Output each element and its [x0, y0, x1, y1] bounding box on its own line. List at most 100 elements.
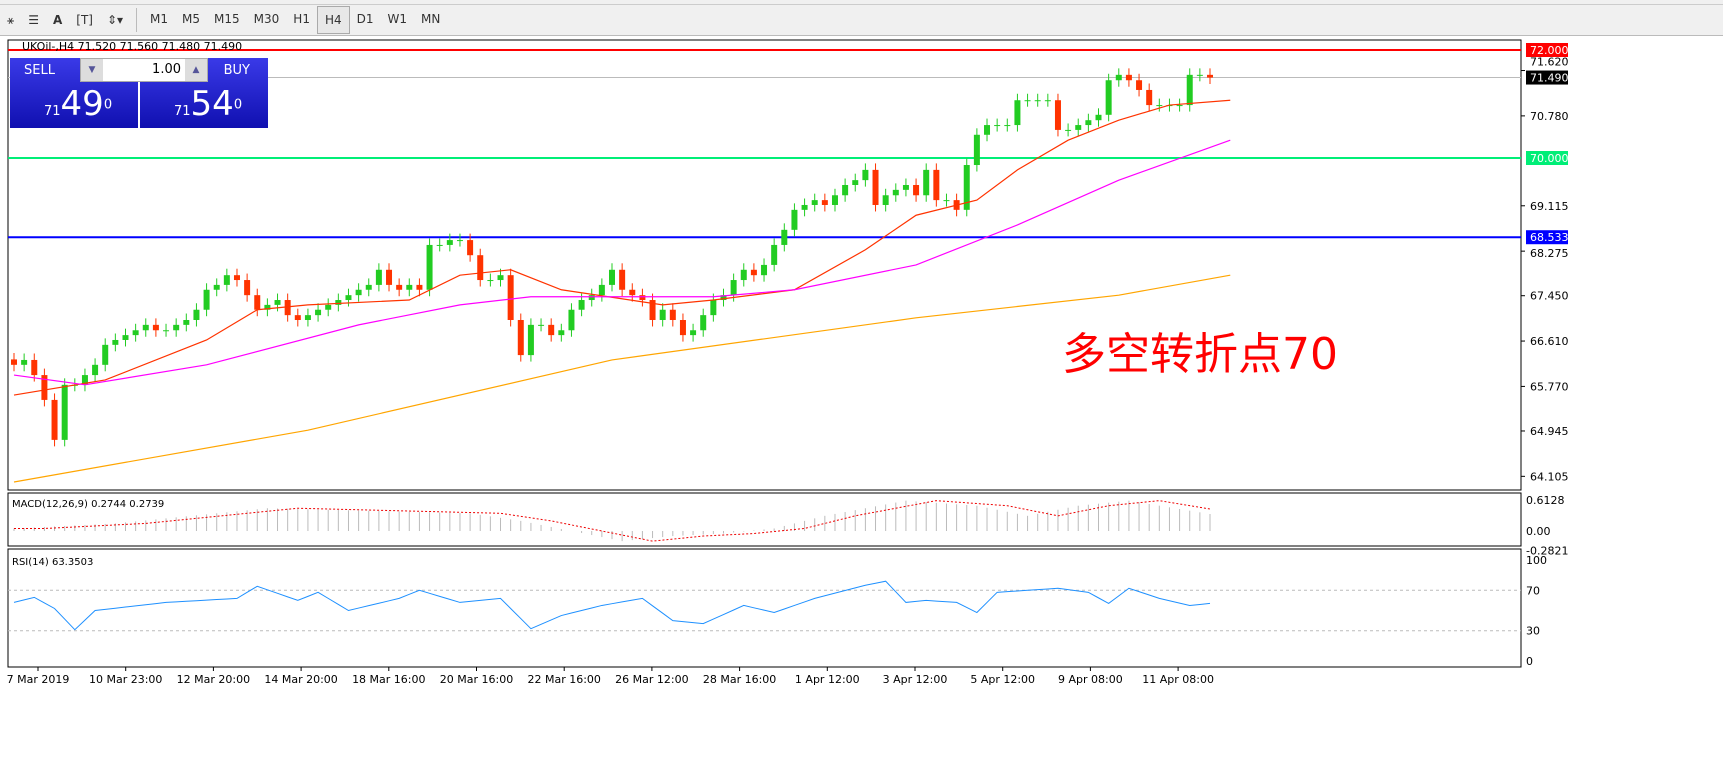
x-tick-label: 11 Apr 08:00 — [1142, 673, 1214, 686]
window-top-strip — [0, 0, 1723, 5]
candle-body — [1044, 100, 1051, 102]
candle-body — [223, 275, 230, 285]
candle-body — [801, 204, 808, 210]
candle-body — [1105, 80, 1112, 115]
candle-body — [31, 359, 38, 376]
timeframe-M1[interactable]: M1 — [150, 12, 169, 26]
candle-body — [578, 300, 585, 310]
text-icon[interactable]: A — [52, 13, 63, 27]
macd-signal-line — [14, 500, 1211, 542]
x-tick-label: 12 Mar 20:00 — [177, 673, 250, 686]
candle-body — [274, 300, 281, 305]
macd-frame — [7, 492, 1522, 547]
candle-body — [335, 300, 342, 305]
candle-body — [152, 324, 159, 331]
one-click-trading-panel: SELL 71490 BUY 71540 ▼ 1.00 ▲ — [10, 58, 268, 128]
candle-body — [548, 324, 555, 336]
candle-body — [771, 244, 778, 265]
timeframe-MN[interactable]: MN — [421, 12, 441, 26]
candle-body — [527, 324, 534, 356]
candle-body — [659, 309, 666, 320]
volume-box: ▼ 1.00 ▲ — [80, 58, 208, 82]
candle-body — [730, 280, 737, 296]
y-tick-label: 65.770 — [1530, 380, 1569, 393]
macd-label: MACD(12,26,9) 0.2744 0.2739 — [12, 499, 164, 510]
arrows-icon[interactable]: ⇕▾ — [106, 13, 124, 27]
volume-increase-button[interactable]: ▲ — [185, 59, 207, 81]
candle-body — [365, 284, 372, 290]
candle-body — [436, 244, 443, 246]
candle-body — [193, 309, 200, 320]
volume-input[interactable]: 1.00 — [152, 62, 181, 77]
x-tick-label: 18 Mar 16:00 — [352, 673, 425, 686]
timeframe-H1[interactable]: H1 — [293, 12, 310, 26]
candle-body — [913, 185, 920, 196]
fibonacci-icon[interactable]: ☰ — [28, 13, 39, 27]
candle-body — [102, 344, 109, 365]
candle-body — [304, 315, 311, 320]
line-studies-icon[interactable]: ⚹ — [7, 13, 15, 27]
candle-body — [1014, 100, 1021, 126]
candle-body — [396, 284, 403, 290]
timeframe-H4[interactable]: H4 — [316, 6, 350, 34]
candle-body — [11, 359, 17, 365]
candle-body — [994, 125, 1001, 127]
timeframe-W1[interactable]: W1 — [387, 12, 408, 26]
y-tick-label: 64.105 — [1530, 470, 1569, 483]
candle-body — [244, 280, 251, 296]
x-tick-label: 1 Apr 12:00 — [795, 673, 860, 686]
candle-body — [345, 295, 352, 301]
candle-body — [923, 169, 930, 196]
chart-window[interactable]: 71.620 70.780 69.115 68.275 67.450 66.610 65.7… — [0, 37, 1723, 759]
toolbar: ⚹ ☰ A [T] ⇕▾ M1 M5 M15 M30 H1 H4 D1 W1 MN — [0, 5, 1723, 36]
candle-body — [669, 309, 676, 320]
volume-decrease-button[interactable]: ▼ — [81, 59, 103, 81]
candle-body — [710, 300, 717, 316]
x-tick-label: 14 Mar 20:00 — [264, 673, 337, 686]
macd-tick-label: -0.2821 — [1526, 544, 1568, 557]
candle-body — [264, 304, 271, 310]
candle-body — [831, 195, 838, 205]
timeframe-M30[interactable]: M30 — [253, 12, 280, 26]
candle-body — [51, 399, 58, 440]
candle-body — [1024, 100, 1031, 102]
candle-body — [629, 289, 636, 296]
candle-body — [1034, 100, 1041, 102]
candle-body — [842, 185, 849, 196]
level-price-tag — [1526, 43, 1568, 57]
x-tick-label: 9 Apr 08:00 — [1058, 673, 1123, 686]
level-price-tag — [1526, 230, 1568, 245]
candle-body — [507, 275, 514, 320]
candle-body — [92, 364, 99, 376]
candle-body — [81, 375, 88, 385]
candle-body — [315, 309, 322, 316]
moving-average-line — [13, 139, 1231, 386]
timeframe-M15[interactable]: M15 — [214, 12, 240, 26]
candle-body — [690, 330, 697, 336]
candle-body — [233, 275, 240, 281]
macd-tick-label: 0.00 — [1526, 525, 1551, 538]
y-tick-label: 69.115 — [1530, 200, 1569, 213]
text-label-icon[interactable]: [T] — [76, 13, 93, 27]
candle-body — [1004, 125, 1011, 127]
candle-body — [568, 309, 575, 331]
x-tick-label: 7 Mar 2019 — [7, 673, 70, 686]
moving-average-line — [13, 274, 1231, 483]
chart-canvas[interactable]: 71.620 70.780 69.115 68.275 67.450 66.610 65.7… — [0, 37, 1723, 759]
candle-body — [467, 240, 474, 256]
candle-body — [1065, 129, 1072, 131]
timeframe-M5[interactable]: M5 — [182, 12, 201, 26]
level-price-tag — [1526, 151, 1568, 165]
candle-body — [862, 169, 869, 181]
chart-header: UKOil-,H4 71.520 71.560 71.480 71.490 — [22, 40, 243, 53]
candle-body — [781, 229, 788, 245]
candle-body — [122, 335, 129, 340]
x-tick-label: 5 Apr 12:00 — [970, 673, 1035, 686]
rsi-tick-label: 70 — [1526, 584, 1540, 597]
candle-body — [1186, 74, 1193, 106]
timeframe-D1[interactable]: D1 — [356, 12, 374, 26]
x-tick-label: 28 Mar 16:00 — [703, 673, 776, 686]
candle-body — [598, 284, 605, 296]
candle-body — [173, 324, 180, 331]
rsi-tick-label: 100 — [1526, 554, 1547, 567]
